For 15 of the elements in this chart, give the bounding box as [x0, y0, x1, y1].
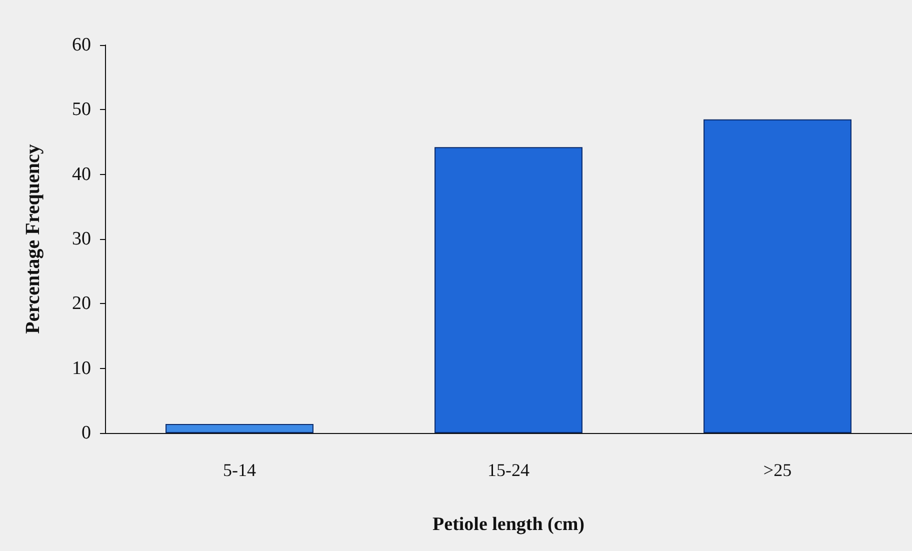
bar: [166, 424, 314, 433]
y-tick-label: 20: [72, 293, 91, 314]
y-tick-label: 40: [72, 164, 91, 185]
bar: [434, 147, 582, 433]
y-tick-label: 0: [82, 422, 91, 444]
x-tick-label: 15-24: [488, 460, 530, 480]
x-tick-label: >25: [763, 460, 792, 480]
y-tick-label: 10: [72, 358, 91, 379]
x-tick-label: 5-14: [223, 460, 256, 480]
y-tick-label: 30: [72, 228, 91, 250]
x-axis-title: Petiole length (cm): [432, 514, 584, 535]
y-axis-title: Percentage Frequency: [22, 144, 44, 334]
bar: [704, 119, 852, 433]
y-tick-label: 50: [72, 99, 91, 120]
y-tick-label: 60: [72, 34, 91, 56]
